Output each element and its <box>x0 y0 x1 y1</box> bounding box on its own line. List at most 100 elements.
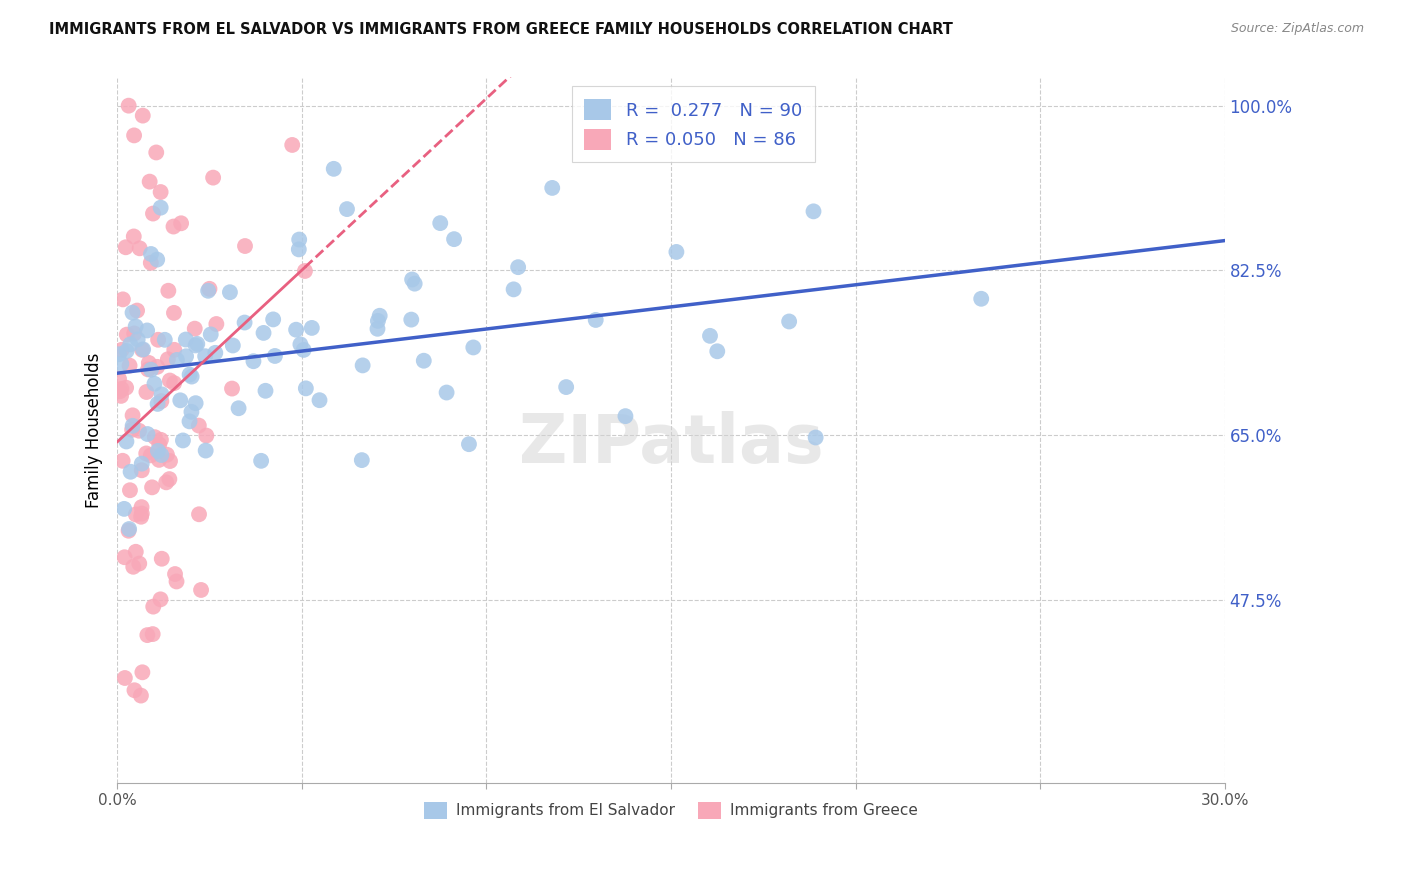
Point <box>295 381 318 395</box>
Point <box>150 551 173 566</box>
Point <box>122 559 145 574</box>
Point <box>159 374 181 388</box>
Point <box>294 264 316 278</box>
Point <box>180 369 202 384</box>
Point <box>194 443 217 458</box>
Point <box>166 574 188 589</box>
Point <box>125 508 148 522</box>
Point <box>138 175 160 189</box>
Point <box>129 689 152 703</box>
Point <box>127 332 149 346</box>
Point <box>242 354 264 368</box>
Point <box>139 247 162 261</box>
Point <box>254 384 277 398</box>
Point <box>222 338 245 352</box>
Point <box>301 321 323 335</box>
Point <box>143 430 166 444</box>
Point <box>118 98 141 112</box>
Point <box>157 472 180 486</box>
Point <box>129 509 152 524</box>
Point <box>180 405 202 419</box>
Point <box>163 306 186 320</box>
Point <box>706 344 728 359</box>
Point <box>149 201 172 215</box>
Point <box>172 434 194 448</box>
Point <box>136 323 159 337</box>
Point <box>121 305 143 319</box>
Point <box>250 454 273 468</box>
Point <box>179 414 201 428</box>
Point <box>146 333 169 347</box>
Point <box>143 376 166 391</box>
Point <box>368 309 391 323</box>
Point <box>205 317 228 331</box>
Point <box>117 524 139 538</box>
Point <box>367 314 389 328</box>
Point <box>138 356 160 370</box>
Point <box>128 241 150 255</box>
Point <box>148 437 170 451</box>
Point <box>157 284 180 298</box>
Point <box>136 427 159 442</box>
Point <box>184 396 207 410</box>
Point <box>115 434 138 449</box>
Point <box>336 202 359 216</box>
Point <box>122 326 145 341</box>
Point <box>970 292 993 306</box>
Point <box>114 671 136 685</box>
Point <box>139 448 162 462</box>
Point <box>186 337 208 351</box>
Point <box>163 343 186 357</box>
Point <box>308 393 330 408</box>
Point <box>108 347 131 361</box>
Point <box>135 446 157 460</box>
Point <box>110 389 132 403</box>
Point <box>458 437 481 451</box>
Point <box>198 282 221 296</box>
Point <box>264 349 287 363</box>
Point <box>128 424 150 438</box>
Point <box>110 382 132 396</box>
Point <box>115 381 138 395</box>
Point <box>436 385 458 400</box>
Point <box>131 665 153 680</box>
Point <box>184 338 207 352</box>
Point <box>352 359 374 373</box>
Point <box>131 457 153 471</box>
Point <box>166 353 188 368</box>
Point <box>228 401 250 416</box>
Point <box>197 284 219 298</box>
Point <box>136 362 159 376</box>
Point <box>110 357 132 371</box>
Point <box>174 349 197 363</box>
Point <box>190 582 212 597</box>
Point <box>233 239 256 253</box>
Point <box>443 232 465 246</box>
Point <box>121 409 143 423</box>
Point <box>124 683 146 698</box>
Text: IMMIGRANTS FROM EL SALVADOR VS IMMIGRANTS FROM GREECE FAMILY HOUSEHOLDS CORRELAT: IMMIGRANTS FROM EL SALVADOR VS IMMIGRANT… <box>49 22 953 37</box>
Point <box>121 418 143 433</box>
Point <box>288 243 311 257</box>
Point <box>803 204 825 219</box>
Point <box>108 372 131 386</box>
Legend: Immigrants from El Salvador, Immigrants from Greece: Immigrants from El Salvador, Immigrants … <box>418 796 924 825</box>
Point <box>163 376 186 391</box>
Point <box>125 545 148 559</box>
Point <box>131 500 153 515</box>
Point <box>614 409 637 424</box>
Point <box>115 343 138 358</box>
Point <box>699 329 721 343</box>
Point <box>150 448 173 462</box>
Point <box>555 380 578 394</box>
Point <box>204 346 226 360</box>
Point <box>169 393 191 408</box>
Point <box>508 260 530 275</box>
Point <box>778 314 800 328</box>
Point <box>108 384 131 399</box>
Point <box>350 453 373 467</box>
Point <box>112 501 135 516</box>
Point <box>285 323 308 337</box>
Point <box>148 453 170 467</box>
Point <box>322 161 344 176</box>
